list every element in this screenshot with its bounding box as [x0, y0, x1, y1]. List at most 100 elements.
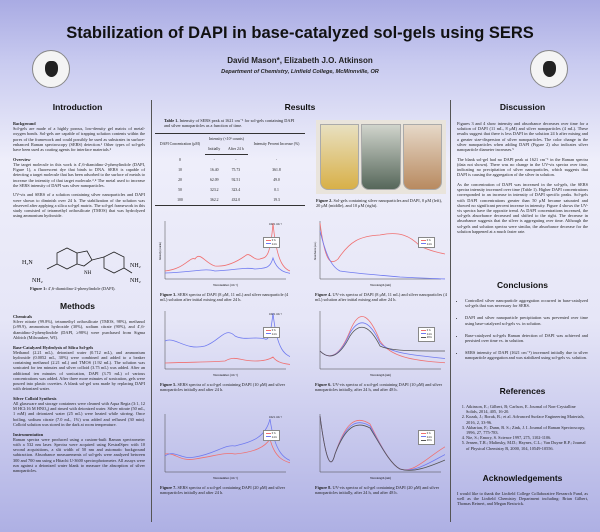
amine-label: NH₂ — [130, 278, 141, 284]
legend-item: 24 h — [266, 242, 277, 247]
figure3-legend: 0 h 24 h — [263, 237, 280, 249]
amine-label: NH₂ — [130, 263, 141, 269]
figure7-chart: 1621 cm⁻¹ Wavenumber (cm⁻¹) — [164, 414, 290, 480]
figure2-caption: Figure 2. Sol-gels containing silver nan… — [316, 198, 442, 209]
legend-item: 0 h — [421, 328, 432, 333]
amine-label: H₂N — [22, 260, 33, 266]
linfield-logo-left — [32, 50, 70, 88]
legend-item: 48 h — [421, 438, 432, 443]
department: Department of Chemistry, Linfield Colleg… — [221, 69, 379, 75]
table-cell: 432.0 — [223, 195, 249, 206]
table-cell: 92.51 — [231, 178, 241, 182]
x-axis-label: Wavelength (nm) — [370, 476, 391, 480]
table-row: 50 323.2 323.4 0.1 — [155, 185, 305, 195]
x-axis-label: Wavelength (nm) — [370, 373, 391, 377]
vial-middle — [361, 124, 401, 190]
x-axis-label: Wavenumber (cm⁻¹) — [213, 476, 238, 480]
table-cell: 19.3 — [248, 195, 305, 206]
spectrum-line-1 — [164, 256, 290, 274]
spectrum-line-1 — [164, 312, 290, 357]
spectrum-line-1 — [164, 418, 290, 461]
conclusions-list: Controlled silver nanoparticle aggregati… — [457, 298, 588, 368]
hydrolysis-title: Base-Catalyzed Hydrolysis of Silica Sol-… — [13, 344, 94, 350]
legend-item: 0 h — [266, 238, 277, 243]
methods-text: Chemicals Silver nitrate (99.8%), tetrame… — [13, 314, 145, 473]
table-cell: 361.8 — [272, 168, 281, 172]
figure7-caption: Figure 7. SERS spectra of a sol-gel cont… — [160, 485, 286, 496]
legend-item: 24 h — [421, 332, 432, 337]
figure5-chart: 1621 cm⁻¹ Wavenumber (cm⁻¹) — [164, 311, 290, 377]
peak-label: 1621 cm⁻¹ — [269, 222, 282, 226]
legend-item: 24 h — [266, 332, 277, 337]
introduction-text: Background Sol-gels are made of a highly … — [13, 121, 145, 223]
spectrum-line-0 — [164, 222, 290, 272]
table-cell: 362.2 — [204, 195, 224, 206]
discussion-text: Figures 3 and 4 show intensity and absor… — [457, 121, 588, 234]
table-cell: 75.73 — [231, 168, 241, 172]
linfield-logo-right — [530, 50, 568, 88]
figure2-photo — [316, 120, 446, 194]
legend-item: 24 h — [421, 242, 432, 247]
table-cell: 323.4 — [231, 188, 241, 192]
figure4-caption: Figure 4. UV-vis spectra of DAPI (8 μM, … — [315, 292, 447, 303]
vial-left — [320, 124, 360, 190]
table-row: 100 362.2 432.0 19.3 — [155, 195, 305, 206]
table-cell: 0.1 — [274, 188, 279, 192]
column-divider — [450, 100, 451, 522]
column-divider — [151, 100, 152, 522]
x-axis-label: Wavelength (nm) — [370, 283, 391, 287]
table-row: 0 - - - — [155, 155, 305, 166]
overview-title: Overview — [13, 156, 31, 162]
acknowledgements-text: I would like to thank the Linfield Colle… — [457, 491, 588, 507]
figure7-legend: 0 h 24 h — [263, 430, 280, 442]
x-axis-label: Wavenumber (cm⁻¹) — [213, 373, 238, 377]
background-title: Background — [13, 121, 36, 126]
table-cell: - — [213, 158, 215, 162]
table-cell: 62.09 — [210, 178, 219, 182]
overview-text: The target molecule in this work is 4′,6… — [13, 161, 145, 188]
table-cell: 16.40 — [210, 168, 219, 172]
background-text: Sol-gels are made of a highly porous, lo… — [13, 126, 145, 153]
spectrum-line-0 — [319, 222, 445, 263]
table-cell: 20 — [178, 178, 182, 182]
spectrum-line-0 — [319, 316, 445, 364]
dapi-structure: H₂N NH₂ NH NH₂ NH₂ — [22, 247, 141, 284]
table1-caption: Table 1. Intensity of SERS peak at 1621 … — [164, 118, 295, 129]
spectrum-line-2 — [319, 415, 445, 471]
x-axis-label: Wavenumber (cm⁻¹) — [213, 283, 238, 287]
y-axis-label: Absorbance (a.u.) — [314, 242, 317, 261]
spectrum-line-1 — [319, 322, 445, 359]
table-cell: 100 — [155, 195, 205, 206]
table-cell: - — [235, 158, 237, 162]
references-list: Atkinson, E.; Gilbert, B; Carlson, E. Jo… — [457, 404, 588, 451]
figure3-chart: 1621 cm⁻¹ Wavenumber (cm⁻¹) Intensity (cou… — [159, 221, 290, 287]
table1: DAPI Concentration (μM) Intensity (×10² c… — [155, 133, 305, 206]
table-cell: 0 — [179, 157, 181, 162]
overview-text-2: UV-vis and SERS of a solution containing… — [13, 192, 145, 219]
amine-label: NH₂ — [32, 278, 43, 284]
results-heading: Results — [284, 102, 316, 112]
figure8-chart: Wavelength (nm) — [319, 414, 445, 480]
conclusions-heading: Conclusions — [496, 280, 548, 290]
references-heading: References — [499, 386, 546, 396]
table-cell: 49.0 — [273, 178, 280, 182]
discussion-heading: Discussion — [499, 102, 546, 112]
table-row: 20 62.09 92.51 49.0 — [155, 175, 305, 185]
figure8-legend: 0 h 24 h 48 h — [418, 430, 435, 445]
legend-item: 0 h — [421, 238, 432, 243]
legend-item: 24 h — [266, 435, 277, 440]
authors: David Mason*, Elizabeth J.O. Atkinson — [227, 56, 373, 65]
poster-title: Stabilization of DAPI in base-catalyzed … — [66, 24, 534, 42]
figure3-caption: Figure 3. SERS spectra of DAPI (8 μM, 11… — [160, 292, 289, 303]
figure5-caption: Figure 5. SERS spectra of a sol-gel cont… — [160, 382, 286, 393]
figure6-legend: 0 h 24 h 48 h — [418, 327, 435, 342]
y-axis-label: Intensity (counts) — [159, 242, 162, 260]
table-cell: 50 — [178, 188, 182, 192]
colloid-title: Silver Colloid Synthesis — [13, 395, 57, 401]
spectrum-line-0 — [164, 356, 290, 365]
table-cell: 10 — [178, 168, 182, 172]
spectrum-line-0 — [164, 437, 290, 464]
spectrum-line-2 — [319, 326, 445, 357]
acknowledgements-heading: Acknowledgements — [482, 473, 563, 483]
